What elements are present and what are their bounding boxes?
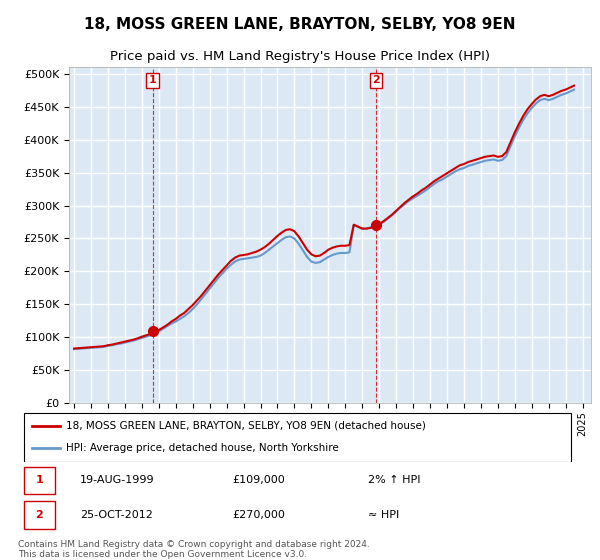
- Text: 18, MOSS GREEN LANE, BRAYTON, SELBY, YO8 9EN (detached house): 18, MOSS GREEN LANE, BRAYTON, SELBY, YO8…: [66, 421, 426, 431]
- Text: 2% ↑ HPI: 2% ↑ HPI: [368, 475, 420, 485]
- FancyBboxPatch shape: [23, 413, 571, 462]
- Text: 2: 2: [372, 76, 380, 85]
- Text: 19-AUG-1999: 19-AUG-1999: [80, 475, 155, 485]
- FancyBboxPatch shape: [23, 501, 55, 529]
- Text: £270,000: £270,000: [232, 510, 285, 520]
- Text: £109,000: £109,000: [232, 475, 285, 485]
- Text: 18, MOSS GREEN LANE, BRAYTON, SELBY, YO8 9EN: 18, MOSS GREEN LANE, BRAYTON, SELBY, YO8…: [84, 17, 516, 32]
- Text: Contains HM Land Registry data © Crown copyright and database right 2024.
This d: Contains HM Land Registry data © Crown c…: [18, 540, 370, 559]
- Text: HPI: Average price, detached house, North Yorkshire: HPI: Average price, detached house, Nort…: [66, 443, 338, 453]
- Text: 2: 2: [35, 510, 43, 520]
- Text: 1: 1: [35, 475, 43, 485]
- Text: 25-OCT-2012: 25-OCT-2012: [80, 510, 153, 520]
- Text: 1: 1: [149, 76, 157, 85]
- FancyBboxPatch shape: [23, 466, 55, 494]
- Text: Price paid vs. HM Land Registry's House Price Index (HPI): Price paid vs. HM Land Registry's House …: [110, 50, 490, 63]
- Text: ≈ HPI: ≈ HPI: [368, 510, 399, 520]
